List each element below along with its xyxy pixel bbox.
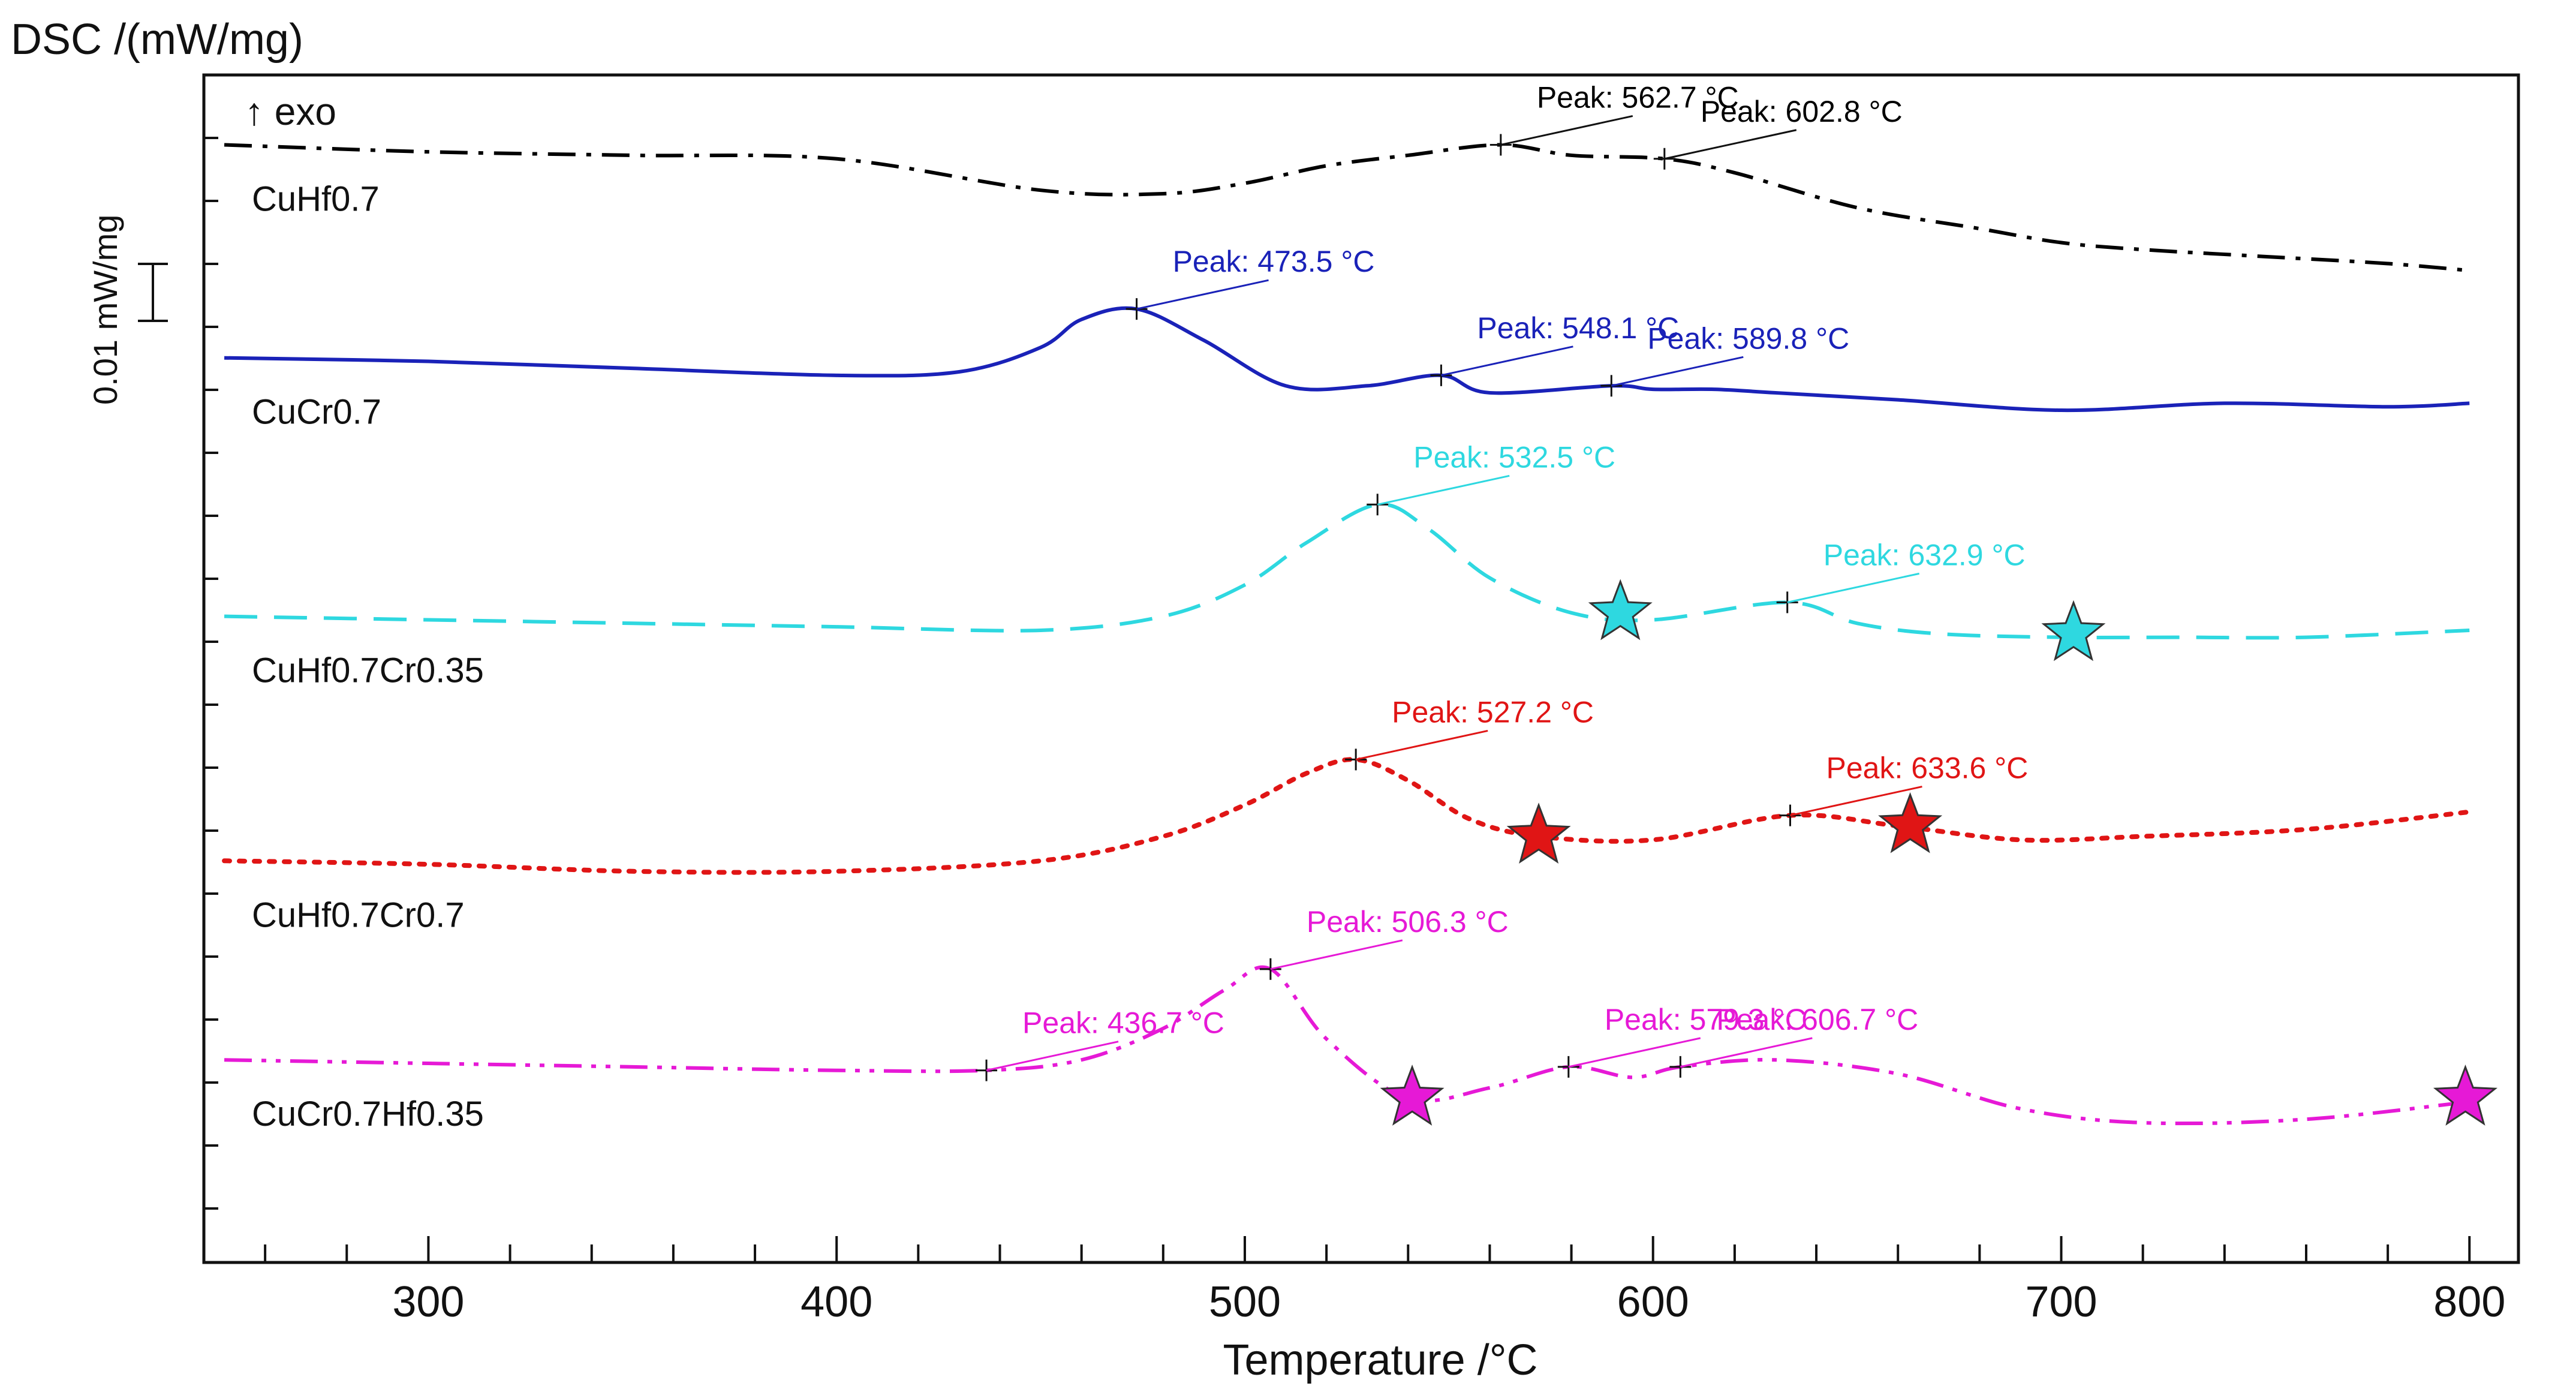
peak-label: Peak: 633.6 °C [1826, 751, 2028, 785]
x-tick-label: 800 [2433, 1278, 2505, 1326]
y-axis-title: DSC /(mW/mg) [11, 16, 303, 64]
x-axis-title: Temperature /°C [1223, 1336, 1538, 1384]
peak-label: Peak: 589.8 °C [1647, 321, 1849, 355]
x-tick-label: 500 [1209, 1278, 1281, 1326]
series-name-label: CuHf0.7Cr0.7 [252, 895, 465, 934]
series-name-label: CuHf0.7 [252, 179, 380, 218]
peak-label: Peak: 632.9 °C [1823, 538, 2026, 572]
peak-label: Peak: 506.3 °C [1307, 905, 1509, 939]
series-name-label: CuHf0.7Cr0.35 [252, 651, 484, 690]
exo-indicator: ↑ exo [245, 90, 336, 133]
peak-label: Peak: 473.5 °C [1173, 245, 1375, 278]
peak-label: Peak: 606.7 °C [1716, 1003, 1918, 1036]
peak-label: Peak: 532.5 °C [1413, 440, 1615, 474]
scale-bar-label: 0.01 mW/mg [86, 215, 124, 405]
dsc-chart: DSC /(mW/mg) Temperature /°C ↑ exo 0.01 … [0, 0, 2576, 1398]
x-tick-label: 300 [392, 1278, 464, 1326]
x-tick-label: 700 [2025, 1278, 2097, 1326]
series-name-label: CuCr0.7 [252, 393, 381, 432]
series-name-label: CuCr0.7Hf0.35 [252, 1095, 484, 1134]
peak-label: Peak: 602.8 °C [1701, 95, 1903, 128]
chart-background [0, 0, 2576, 1398]
peak-label: Peak: 527.2 °C [1392, 695, 1594, 729]
x-tick-label: 400 [801, 1278, 872, 1326]
x-tick-label: 600 [1617, 1278, 1689, 1326]
peak-label: Peak: 436.7 °C [1022, 1006, 1224, 1040]
